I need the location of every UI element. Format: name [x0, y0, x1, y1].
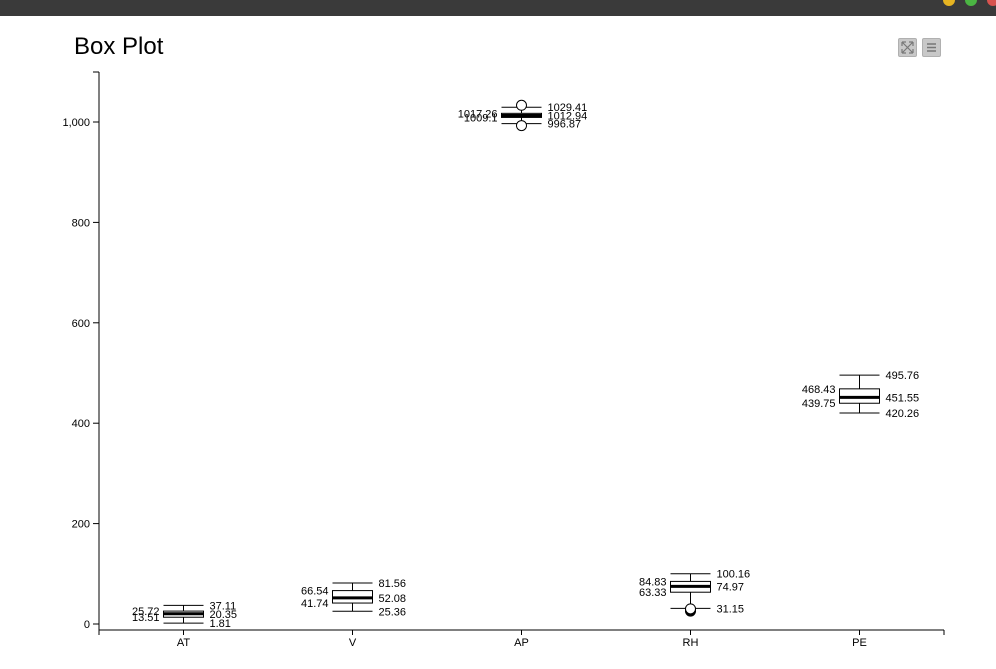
- whisker-high-label: 37.11: [210, 600, 237, 612]
- x-tick-label: V: [349, 637, 357, 649]
- median-label: 451.55: [886, 392, 920, 404]
- q3-label: 66.54: [301, 586, 329, 598]
- whisker-low-label: 31.15: [717, 603, 745, 615]
- whisker-high-label: 1029.41: [548, 102, 588, 114]
- whisker-low-label: 420.26: [886, 408, 920, 420]
- median-label: 74.97: [717, 581, 745, 593]
- q3-label: 84.83: [639, 576, 667, 588]
- outlier-point: [516, 99, 527, 111]
- x-tick-label: PE: [852, 637, 867, 649]
- whisker-low-label: 25.36: [379, 606, 407, 618]
- outlier-point: [685, 603, 696, 615]
- whisker-high-label: 81.56: [379, 578, 407, 590]
- q1-label: 1009.1: [464, 112, 498, 124]
- outlier-point: [516, 120, 527, 132]
- window-titlebar: [0, 0, 996, 16]
- whisker-low-label: 996.87: [548, 119, 582, 131]
- maximize-window-button[interactable]: [965, 0, 977, 6]
- q1-label: 439.75: [802, 398, 836, 410]
- chart-title: Box Plot: [74, 33, 164, 60]
- q3-label: 1017.26: [458, 108, 498, 120]
- whisker-high-label: 100.16: [717, 569, 751, 581]
- q1-label: 13.51: [132, 612, 160, 624]
- y-tick-label: 400: [72, 418, 90, 430]
- chart-menu-button[interactable]: [922, 38, 941, 57]
- y-tick-label: 200: [72, 519, 90, 531]
- expand-icon: [901, 41, 914, 54]
- minimize-window-button[interactable]: [943, 0, 955, 6]
- x-tick-label: AT: [177, 637, 191, 649]
- q3-label: 25.72: [132, 606, 160, 618]
- whisker-high-label: 495.76: [886, 370, 920, 382]
- y-tick-label: 0: [84, 619, 90, 631]
- y-tick-label: 600: [72, 318, 90, 330]
- y-tick-label: 800: [72, 217, 90, 229]
- whisker-low-label: 1.81: [210, 618, 231, 630]
- hamburger-menu-icon: [927, 43, 936, 52]
- box-pe: PE 468.43 439.75 495.76 451.55 420.26: [802, 370, 919, 649]
- q1-label: 63.33: [639, 587, 667, 599]
- median-label: 52.08: [379, 593, 407, 605]
- fullscreen-button[interactable]: [898, 38, 917, 57]
- x-tick-label: AP: [514, 637, 529, 649]
- close-window-button[interactable]: [987, 0, 996, 6]
- median-label: 1012.94: [548, 111, 588, 123]
- x-tick-label: RH: [683, 637, 699, 649]
- median-label: 20.35: [210, 609, 238, 621]
- q1-label: 41.74: [301, 598, 329, 610]
- y-tick-label: 1,000: [62, 117, 90, 129]
- q3-label: 468.43: [802, 384, 836, 396]
